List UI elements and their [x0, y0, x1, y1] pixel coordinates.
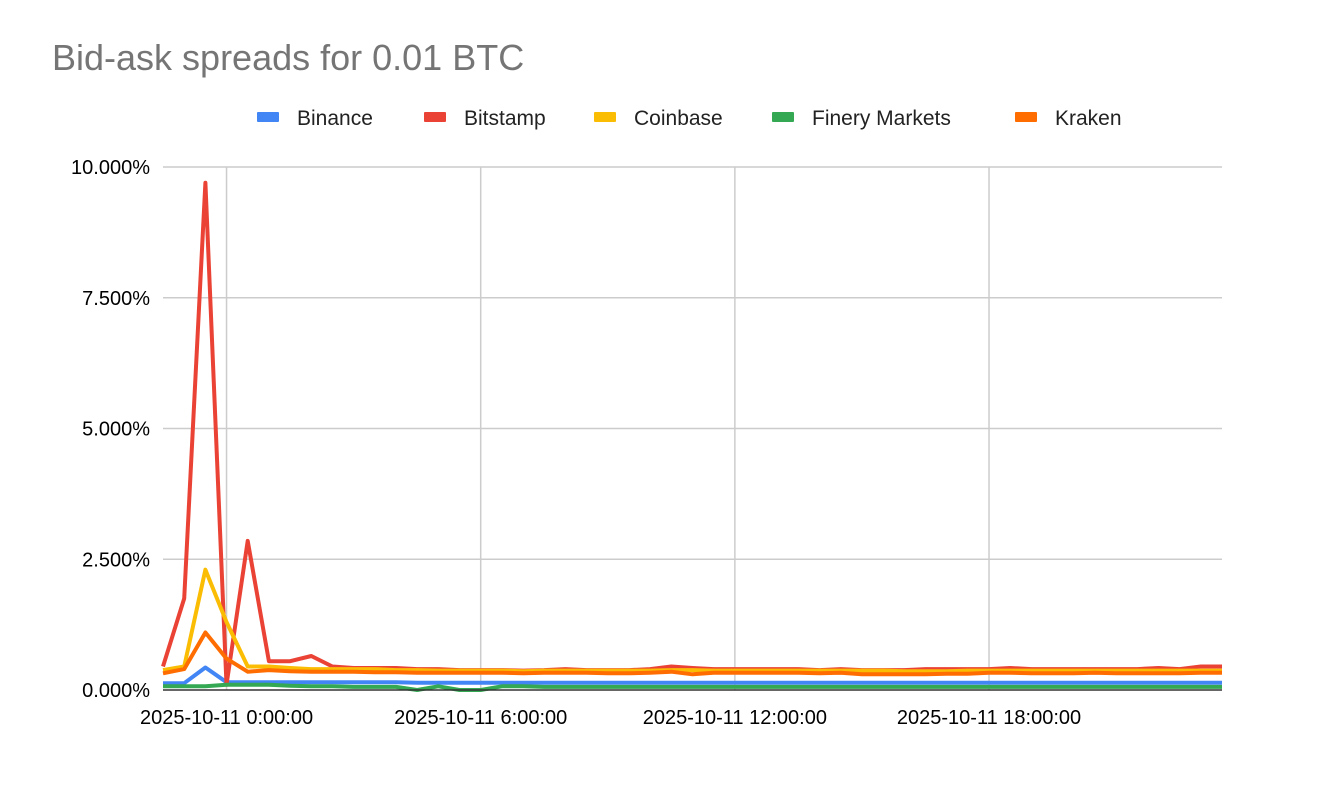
chart-title: Bid-ask spreads for 0.01 BTC — [52, 37, 524, 78]
y-tick-label: 10.000% — [71, 157, 150, 179]
y-tick-label: 7.500% — [82, 288, 150, 310]
series-line-kraken — [162, 630, 1222, 677]
legend-label: Bitstamp — [464, 107, 546, 130]
legend-swatch — [772, 112, 794, 122]
x-tick-label: 2025-10-11 0:00:00 — [140, 707, 313, 729]
x-tick-label: 2025-10-11 6:00:00 — [394, 707, 567, 729]
legend-label: Binance — [297, 107, 373, 130]
x-tick-label: 2025-10-11 18:00:00 — [897, 707, 1081, 729]
y-tick-label: 0.000% — [82, 680, 150, 702]
legend-swatch — [1015, 112, 1037, 122]
y-tick-label: 2.500% — [82, 549, 150, 571]
legend-label: Coinbase — [634, 107, 723, 130]
series-line-binance — [163, 665, 1222, 686]
legend-label: Kraken — [1055, 107, 1122, 130]
y-tick-label: 5.000% — [82, 419, 150, 441]
legend-swatch — [594, 112, 616, 122]
legend-swatch — [257, 112, 279, 122]
series-line-finery-markets — [163, 682, 1222, 692]
legend: Binance Bitstamp Coinbase Finery Markets Kra… — [257, 107, 1122, 130]
series-line-bitstamp — [161, 180, 1222, 687]
legend-swatch — [424, 112, 446, 122]
x-tick-label: 2025-10-11 12:00:00 — [643, 707, 827, 729]
grid — [163, 166, 1222, 690]
series-lines — [161, 180, 1222, 692]
series-line-coinbase — [162, 567, 1222, 674]
legend-label: Finery Markets — [812, 107, 951, 130]
axes: 0.000% 2.500% 5.000% 7.500% 10.000% 2025-10-1… — [71, 157, 1222, 729]
